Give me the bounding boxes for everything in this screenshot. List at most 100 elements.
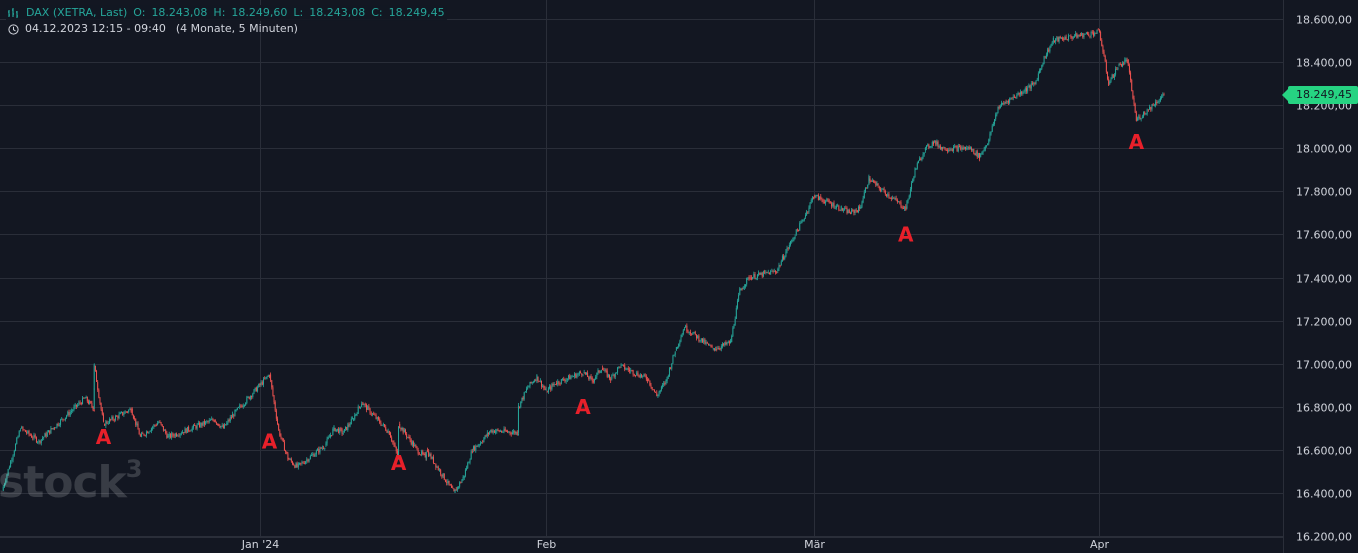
candle-body [406, 433, 408, 438]
candle-body [1100, 31, 1102, 41]
candle [1029, 84, 1031, 92]
candle [413, 440, 415, 449]
candle [384, 424, 386, 428]
candle-body [493, 430, 495, 433]
candle-body [315, 450, 317, 455]
candle-body [820, 196, 822, 200]
candle [325, 441, 327, 448]
candle [1126, 57, 1128, 64]
candle [1065, 34, 1067, 40]
candle-body [184, 428, 186, 434]
candle-body [106, 421, 108, 424]
candle [959, 144, 961, 148]
candle [1130, 70, 1132, 83]
candle [472, 445, 474, 453]
candle-body [853, 210, 855, 214]
candle-body [139, 434, 141, 437]
candle-body [1130, 72, 1132, 80]
candle-body [434, 463, 436, 464]
candle-body [78, 402, 80, 405]
candle-body [991, 125, 993, 132]
candle-body [1063, 38, 1065, 40]
candle [254, 387, 256, 392]
candle [976, 149, 978, 160]
candle [382, 422, 384, 427]
candle-body [246, 397, 248, 403]
candle-body [376, 417, 378, 419]
candle [681, 333, 683, 338]
y-tick-label: 18.000,00 [1296, 143, 1352, 156]
candle [738, 292, 740, 303]
candle [1151, 103, 1153, 112]
candle [655, 391, 657, 393]
candle [225, 424, 227, 426]
candle-body [258, 383, 260, 388]
candle [731, 334, 733, 343]
candle [272, 385, 274, 397]
candle-body [266, 376, 268, 378]
candle-body [208, 420, 210, 422]
candle-body [149, 431, 151, 432]
candle [780, 259, 782, 266]
candle [10, 460, 12, 468]
candle-body [418, 453, 420, 455]
candle-body [279, 430, 281, 436]
candle-body [13, 450, 15, 456]
candle [677, 346, 679, 350]
candle [340, 426, 342, 432]
candle [257, 385, 259, 393]
candle [922, 152, 924, 160]
candle-body [740, 288, 742, 291]
candle [243, 404, 245, 408]
candle-body [63, 419, 65, 421]
candle-body [539, 380, 541, 382]
candle-body [1049, 46, 1051, 52]
candle-body [466, 468, 468, 470]
candle [26, 430, 28, 435]
candle-body [285, 450, 287, 452]
candle-body [472, 446, 474, 450]
candle [838, 204, 840, 212]
candle-body [982, 150, 984, 154]
signal-marker-a: A [262, 429, 278, 453]
candle-body [190, 430, 192, 432]
candle-body [935, 140, 937, 145]
candle [582, 373, 584, 377]
candle-body [962, 147, 964, 150]
candle-body [1117, 67, 1119, 70]
candle-body [394, 445, 396, 447]
candle [469, 458, 471, 465]
candle [338, 427, 340, 434]
candle [385, 424, 387, 432]
candle [307, 458, 309, 463]
candle-body [274, 402, 276, 411]
candle-body [625, 369, 627, 371]
candle-body [899, 201, 901, 203]
candle [78, 400, 80, 407]
candle-body [542, 386, 544, 387]
candle-body [1047, 49, 1049, 55]
candle-body [766, 271, 768, 273]
candle-body [1034, 83, 1036, 84]
candle-body [701, 338, 703, 343]
candle-body [995, 114, 997, 120]
candle [474, 445, 476, 452]
watermark-text: stock [0, 457, 127, 508]
candle [1003, 100, 1005, 106]
candle-body [648, 378, 650, 381]
candle-body [368, 406, 370, 409]
low-value: 18.243,08 [309, 6, 366, 19]
candle [274, 400, 276, 412]
candle-body [1013, 96, 1015, 98]
candle-body [710, 345, 712, 347]
candle-body [621, 364, 623, 366]
candle-body [1116, 69, 1118, 70]
candle [152, 425, 154, 431]
candle [191, 425, 193, 433]
candle-body [712, 348, 714, 350]
candle [11, 457, 13, 464]
candle [907, 198, 909, 204]
signal-marker-a: A [575, 395, 591, 419]
candle-body [1076, 33, 1078, 38]
